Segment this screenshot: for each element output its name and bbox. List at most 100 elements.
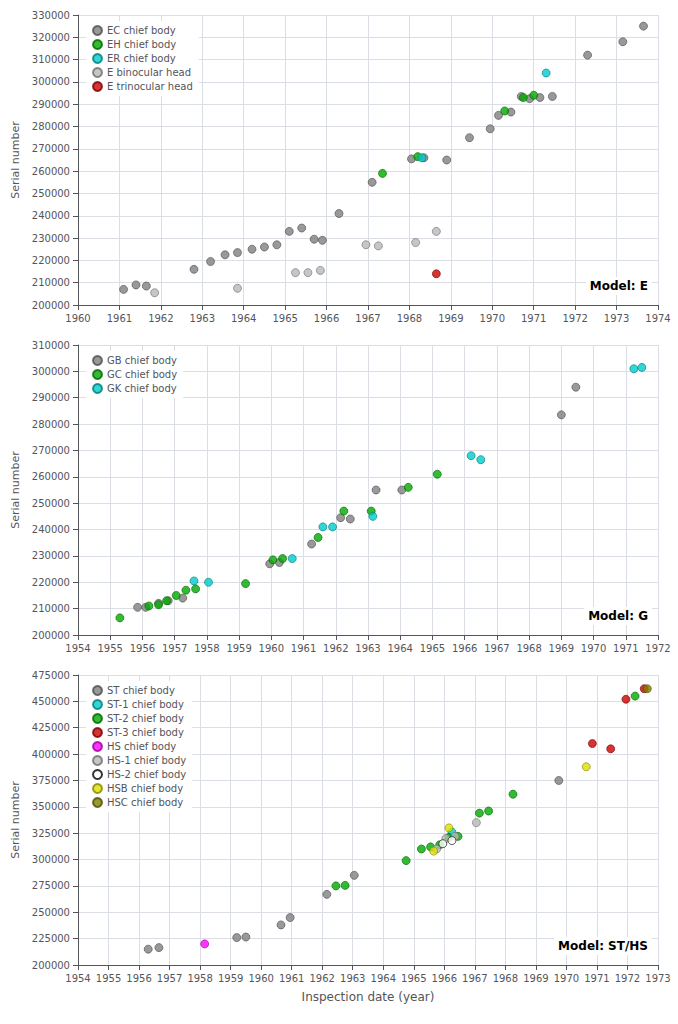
svg-text:1957: 1957 <box>157 973 182 984</box>
svg-text:1962: 1962 <box>323 643 348 654</box>
svg-text:1961: 1961 <box>291 643 316 654</box>
svg-text:290000: 290000 <box>32 99 70 110</box>
svg-text:1966: 1966 <box>314 313 339 324</box>
svg-text:Serial number: Serial number <box>9 781 22 859</box>
svg-text:1972: 1972 <box>645 643 670 654</box>
svg-text:GC chief body: GC chief body <box>107 369 177 380</box>
svg-text:260000: 260000 <box>32 471 70 482</box>
svg-text:Model: E: Model: E <box>590 279 648 293</box>
svg-text:1972: 1972 <box>562 313 587 324</box>
svg-text:Model: G: Model: G <box>588 609 648 623</box>
svg-text:310000: 310000 <box>32 340 70 351</box>
svg-text:210000: 210000 <box>32 603 70 614</box>
svg-text:250000: 250000 <box>32 498 70 509</box>
svg-text:Model: ST/HS: Model: ST/HS <box>558 939 648 953</box>
svg-text:1963: 1963 <box>340 973 365 984</box>
svg-text:HSC chief body: HSC chief body <box>107 797 183 808</box>
svg-text:1965: 1965 <box>401 973 426 984</box>
svg-text:1969: 1969 <box>438 313 463 324</box>
svg-text:330000: 330000 <box>32 10 70 21</box>
svg-text:1967: 1967 <box>355 313 380 324</box>
svg-text:Serial number: Serial number <box>9 121 22 199</box>
svg-text:210000: 210000 <box>32 277 70 288</box>
svg-text:ER chief body: ER chief body <box>107 53 176 64</box>
svg-text:1955: 1955 <box>97 643 122 654</box>
svg-text:1974: 1974 <box>645 313 670 324</box>
svg-text:270000: 270000 <box>32 445 70 456</box>
svg-text:ST-1 chief body: ST-1 chief body <box>107 699 184 710</box>
svg-text:275000: 275000 <box>32 880 70 891</box>
svg-text:1966: 1966 <box>432 973 457 984</box>
svg-text:1961: 1961 <box>279 973 304 984</box>
svg-text:GK chief body: GK chief body <box>107 383 177 394</box>
svg-text:1967: 1967 <box>462 973 487 984</box>
svg-text:1972: 1972 <box>615 973 640 984</box>
svg-text:1954: 1954 <box>65 973 90 984</box>
svg-text:HS-2 chief body: HS-2 chief body <box>107 769 186 780</box>
svg-text:1964: 1964 <box>387 643 412 654</box>
svg-text:240000: 240000 <box>32 524 70 535</box>
svg-text:1968: 1968 <box>397 313 422 324</box>
svg-text:1968: 1968 <box>516 643 541 654</box>
svg-text:HSB chief body: HSB chief body <box>107 783 183 794</box>
svg-text:1963: 1963 <box>190 313 215 324</box>
svg-text:1970: 1970 <box>581 643 606 654</box>
svg-text:1964: 1964 <box>371 973 396 984</box>
svg-text:E trinocular head: E trinocular head <box>107 81 193 92</box>
svg-text:1959: 1959 <box>226 643 251 654</box>
svg-text:1959: 1959 <box>218 973 243 984</box>
svg-text:HS chief body: HS chief body <box>107 741 176 752</box>
svg-text:1969: 1969 <box>523 973 548 984</box>
svg-text:E binocular head: E binocular head <box>107 67 191 78</box>
svg-text:GB chief body: GB chief body <box>107 355 177 366</box>
svg-text:1954: 1954 <box>65 643 90 654</box>
svg-text:1965: 1965 <box>420 643 445 654</box>
svg-text:350000: 350000 <box>32 801 70 812</box>
svg-text:1955: 1955 <box>96 973 121 984</box>
svg-text:400000: 400000 <box>32 749 70 760</box>
svg-text:1960: 1960 <box>259 643 284 654</box>
svg-text:1970: 1970 <box>480 313 505 324</box>
svg-text:ST-3 chief body: ST-3 chief body <box>107 727 184 738</box>
svg-text:1957: 1957 <box>162 643 187 654</box>
svg-text:1966: 1966 <box>452 643 477 654</box>
svg-text:1962: 1962 <box>148 313 173 324</box>
svg-text:220000: 220000 <box>32 255 70 266</box>
svg-text:1968: 1968 <box>493 973 518 984</box>
svg-text:Inspection date (year): Inspection date (year) <box>302 990 435 1004</box>
svg-text:325000: 325000 <box>32 828 70 839</box>
svg-text:1973: 1973 <box>604 313 629 324</box>
svg-text:300000: 300000 <box>32 854 70 865</box>
svg-text:220000: 220000 <box>32 577 70 588</box>
svg-text:200000: 200000 <box>32 630 70 641</box>
svg-text:1960: 1960 <box>65 313 90 324</box>
svg-text:ST chief body: ST chief body <box>107 685 175 696</box>
svg-text:200000: 200000 <box>32 960 70 971</box>
svg-text:425000: 425000 <box>32 722 70 733</box>
svg-text:1971: 1971 <box>584 973 609 984</box>
svg-text:280000: 280000 <box>32 121 70 132</box>
svg-text:1964: 1964 <box>231 313 256 324</box>
svg-text:1960: 1960 <box>248 973 273 984</box>
svg-text:260000: 260000 <box>32 166 70 177</box>
svg-text:1965: 1965 <box>272 313 297 324</box>
svg-text:1956: 1956 <box>130 643 155 654</box>
svg-text:1961: 1961 <box>107 313 132 324</box>
svg-text:1963: 1963 <box>355 643 380 654</box>
svg-text:230000: 230000 <box>32 233 70 244</box>
svg-text:225000: 225000 <box>32 933 70 944</box>
svg-text:HS-1 chief body: HS-1 chief body <box>107 755 186 766</box>
svg-text:EC chief body: EC chief body <box>107 25 176 36</box>
svg-text:290000: 290000 <box>32 392 70 403</box>
svg-text:1973: 1973 <box>645 973 670 984</box>
svg-text:270000: 270000 <box>32 143 70 154</box>
svg-text:1958: 1958 <box>187 973 212 984</box>
svg-text:EH chief body: EH chief body <box>107 39 176 50</box>
svg-text:1958: 1958 <box>194 643 219 654</box>
svg-text:450000: 450000 <box>32 696 70 707</box>
svg-text:475000: 475000 <box>32 670 70 681</box>
svg-text:1962: 1962 <box>309 973 334 984</box>
svg-text:1970: 1970 <box>554 973 579 984</box>
svg-text:320000: 320000 <box>32 32 70 43</box>
svg-text:Serial number: Serial number <box>9 451 22 529</box>
